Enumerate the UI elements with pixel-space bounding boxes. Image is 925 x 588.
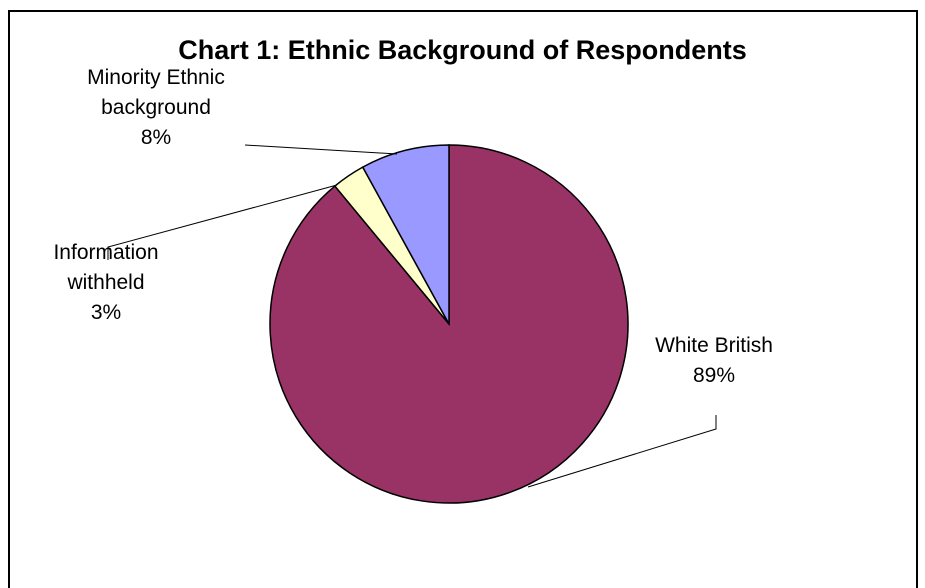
- slice-label-line: 8%: [141, 126, 171, 149]
- pie-slices: [269, 144, 629, 504]
- slice-label-line: 89%: [693, 364, 735, 387]
- slice-label-line: White British: [655, 334, 773, 357]
- slice-label-line: Information: [53, 241, 158, 264]
- leader-line-2: [244, 144, 398, 155]
- slice-label-2: Minority Ethnic background 8%: [87, 66, 225, 149]
- leader-line-0: [527, 415, 717, 488]
- slice-labels: White British 89% Information withheld 3% Min…: [53, 66, 772, 387]
- pie-slice-2: [361, 144, 450, 325]
- slice-label-1: Information withheld 3%: [53, 241, 158, 324]
- slice-label-line: withheld: [66, 271, 144, 294]
- leader-line-1: [107, 184, 338, 260]
- slice-label-line: Minority Ethnic: [87, 66, 225, 89]
- chart-title: Chart 1: Ethnic Background of Respondent…: [178, 35, 747, 65]
- slice-label-line: 3%: [91, 301, 121, 324]
- pie-slice-0: [269, 144, 629, 504]
- slice-label-0: White British 89%: [655, 334, 773, 387]
- leader-lines: [107, 144, 717, 488]
- slice-label-line: background: [101, 96, 211, 119]
